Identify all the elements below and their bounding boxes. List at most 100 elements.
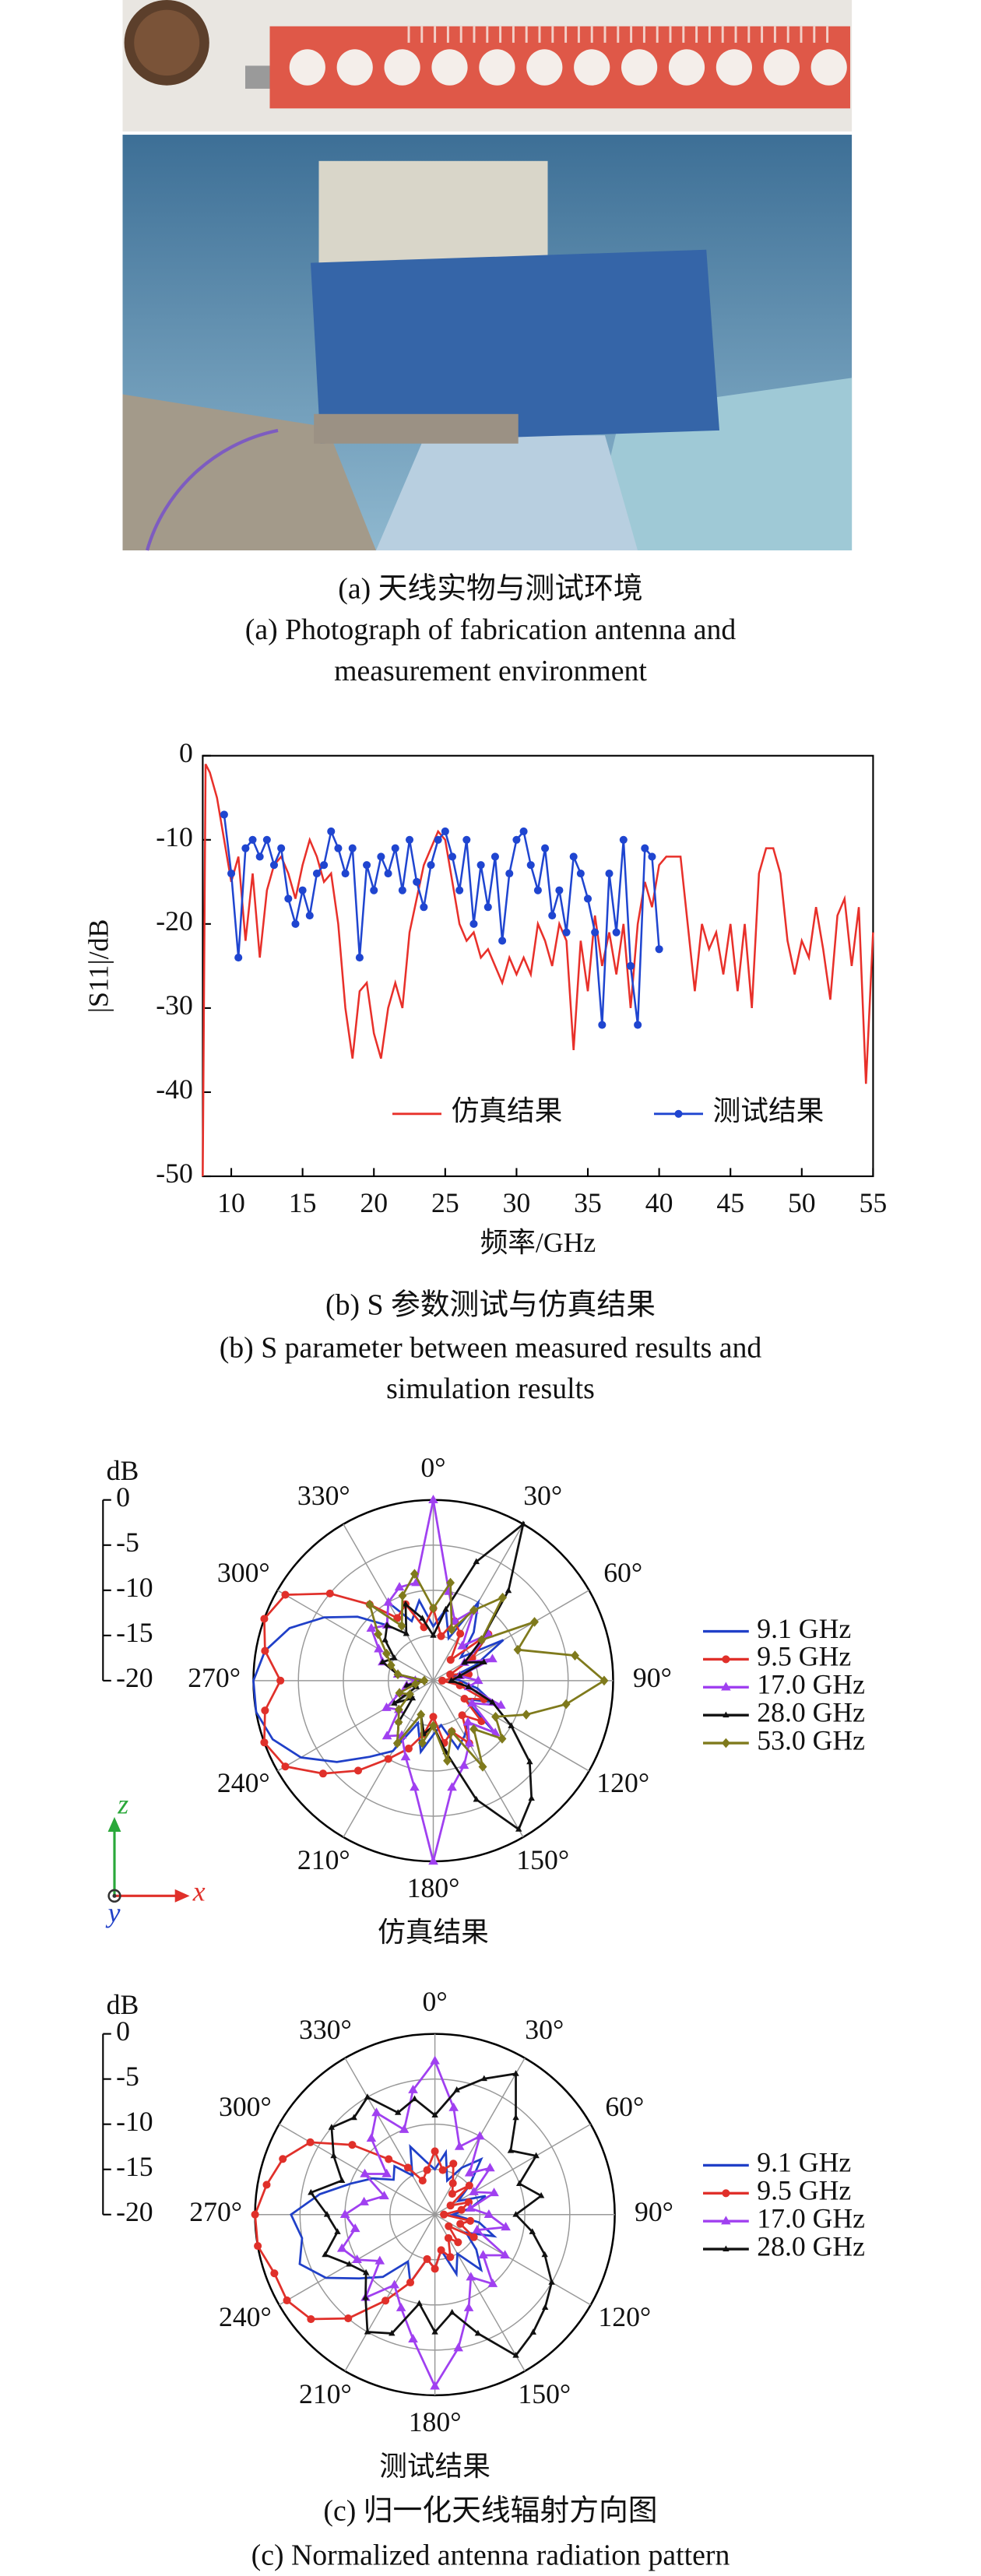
caption: (a) 天线实物与测试环境 xyxy=(338,572,642,605)
scale-label: -15 xyxy=(116,1617,153,1648)
scale-label: -10 xyxy=(116,2106,153,2137)
marker xyxy=(260,1738,269,1747)
marker xyxy=(576,869,585,878)
marker xyxy=(348,844,357,852)
marker xyxy=(529,2228,536,2234)
marker xyxy=(453,2342,463,2352)
marker xyxy=(447,1726,456,1737)
grid-spoke xyxy=(433,1590,589,1682)
marker xyxy=(382,2297,390,2305)
marker xyxy=(463,2302,474,2311)
legend-label: 测试结果 xyxy=(713,1095,825,1126)
marker xyxy=(541,844,550,852)
marker xyxy=(441,827,449,836)
marker xyxy=(641,844,649,852)
angle-label: 150° xyxy=(516,1844,569,1875)
marker xyxy=(322,2251,329,2258)
marker xyxy=(598,1021,607,1029)
marker xyxy=(261,1706,269,1715)
legend-label: 9.5 GHz xyxy=(757,2174,851,2205)
scale-label: 0 xyxy=(116,1481,130,1513)
marker xyxy=(383,1597,394,1606)
angle-label: 150° xyxy=(518,2378,571,2409)
marker xyxy=(456,1629,465,1638)
marker xyxy=(555,886,564,894)
marker xyxy=(283,2296,291,2305)
legend-label: 仿真结果 xyxy=(452,1095,563,1126)
marker xyxy=(307,2314,315,2324)
marker xyxy=(377,852,385,861)
marker xyxy=(487,1653,498,1663)
marker xyxy=(248,835,257,844)
marker xyxy=(411,2095,418,2102)
marker xyxy=(403,1682,410,1688)
angle-label: 60° xyxy=(603,1557,642,1588)
marker xyxy=(562,928,571,937)
marker xyxy=(389,2279,399,2289)
marker xyxy=(487,2278,498,2287)
marker xyxy=(366,2133,377,2142)
marker xyxy=(406,2278,415,2287)
marker xyxy=(334,2228,341,2234)
marker xyxy=(491,1711,500,1722)
marker xyxy=(541,2251,548,2258)
marker xyxy=(362,2293,369,2300)
marker xyxy=(476,1635,486,1645)
marker xyxy=(529,2328,537,2335)
marker xyxy=(382,1702,392,1711)
marker xyxy=(533,2152,540,2159)
legend-label: 9.1 GHz xyxy=(757,1613,851,1644)
marker xyxy=(457,1640,467,1650)
x-tick-label: 55 xyxy=(860,1187,888,1218)
legend-label: 9.1 GHz xyxy=(757,2147,851,2178)
x-tick-label: 20 xyxy=(360,1187,388,1218)
marker xyxy=(336,2243,347,2252)
angle-label: 180° xyxy=(409,2406,462,2437)
marker xyxy=(403,2163,412,2172)
marker xyxy=(512,835,521,844)
marker xyxy=(428,1856,438,1865)
x-tick-label: 40 xyxy=(645,1187,673,1218)
marker xyxy=(394,2109,402,2115)
marker xyxy=(261,1646,269,1655)
marker xyxy=(364,2328,371,2335)
scale-label: -20 xyxy=(116,2196,153,2227)
legend-label: 28.0 GHz xyxy=(757,1696,865,1727)
marker xyxy=(251,2210,259,2219)
scale-label: -5 xyxy=(116,1527,139,1558)
legend-label: 53.0 GHz xyxy=(757,1724,865,1755)
x-axis-label: 频率/GHz xyxy=(480,1227,596,1258)
marker xyxy=(389,2329,396,2336)
x-tick-label: 15 xyxy=(289,1187,317,1218)
marker xyxy=(473,1558,480,1565)
marker xyxy=(537,2191,545,2198)
marker xyxy=(402,1601,410,1607)
x-tick-label: 10 xyxy=(217,1187,245,1218)
marker xyxy=(462,1717,473,1726)
scale-unit: dB xyxy=(107,1989,139,2020)
marker xyxy=(291,919,300,928)
marker xyxy=(469,1605,478,1615)
marker xyxy=(519,827,528,836)
marker xyxy=(255,852,264,861)
marker xyxy=(391,844,399,852)
caption: (b) S parameter between measured results… xyxy=(220,1331,762,1364)
marker xyxy=(429,1713,438,1721)
marker xyxy=(330,2152,337,2159)
marker xyxy=(469,1724,478,1734)
marker xyxy=(508,1722,515,1728)
grid-spoke xyxy=(434,2214,592,2306)
legend-label: 9.5 GHz xyxy=(757,1641,851,1672)
scale-label: 0 xyxy=(116,2015,130,2047)
legend-label: 28.0 GHz xyxy=(757,2230,865,2261)
marker xyxy=(434,835,442,844)
marker xyxy=(465,2202,476,2212)
grid-spoke xyxy=(344,2058,436,2216)
marker xyxy=(262,835,271,844)
marker xyxy=(472,2224,483,2233)
angle-label: 300° xyxy=(219,2091,272,2122)
marker xyxy=(220,810,228,819)
marker xyxy=(346,2260,353,2267)
marker xyxy=(512,2114,519,2121)
